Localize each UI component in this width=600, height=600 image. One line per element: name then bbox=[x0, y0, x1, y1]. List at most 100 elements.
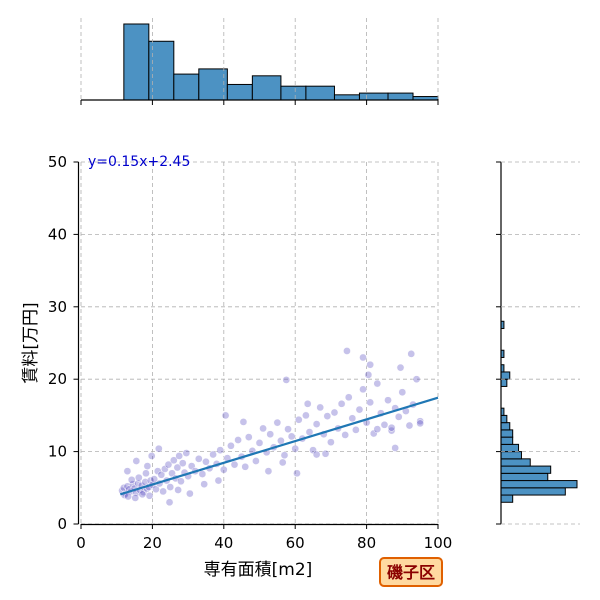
scatter-point bbox=[416, 419, 424, 428]
scatter-point bbox=[391, 444, 400, 452]
labels: 専有面積[m2] 賃料[万円] y=0.15x+2.45 磯子区 bbox=[21, 154, 443, 587]
scatter-point bbox=[330, 408, 339, 417]
scatter-point bbox=[405, 421, 414, 430]
scatter-point bbox=[278, 458, 287, 467]
scatter-point bbox=[169, 456, 178, 465]
scatter-point bbox=[202, 457, 210, 466]
right-histogram-bar bbox=[500, 414, 508, 424]
scatter-point bbox=[177, 477, 185, 486]
scatter-point bbox=[182, 449, 191, 457]
scatter-point bbox=[159, 487, 167, 496]
right-histogram-bar bbox=[500, 480, 578, 489]
scatter-point bbox=[321, 449, 330, 458]
scatter-point bbox=[230, 460, 239, 469]
scatter-point bbox=[214, 476, 223, 485]
scatter-point bbox=[316, 403, 325, 412]
ward-badge bbox=[379, 557, 443, 587]
top-histogram-bar bbox=[198, 68, 228, 101]
scatter-point bbox=[219, 465, 228, 474]
scatter-point bbox=[327, 438, 335, 447]
scatter-point bbox=[165, 498, 174, 507]
scatter-point bbox=[143, 462, 152, 470]
scatter-point bbox=[186, 489, 194, 498]
scatter-point bbox=[355, 405, 364, 414]
right-histogram-bar bbox=[500, 371, 511, 380]
scatter-point bbox=[398, 388, 407, 397]
right-histogram-bar bbox=[500, 436, 514, 445]
top-histogram-bar bbox=[123, 23, 150, 101]
scatter-point bbox=[294, 415, 303, 424]
x-tick-label: 20 bbox=[143, 534, 162, 552]
scatter-point bbox=[200, 480, 209, 489]
scatter-point bbox=[264, 467, 273, 475]
scatter-point bbox=[396, 363, 405, 372]
scatter-point bbox=[252, 457, 260, 465]
scatter-point bbox=[255, 439, 264, 447]
scatter-point bbox=[359, 385, 367, 394]
scatter-point bbox=[194, 454, 203, 463]
y-tick-label: 20 bbox=[48, 370, 67, 388]
scatter-point bbox=[387, 426, 396, 435]
x-tick-label: 0 bbox=[76, 534, 86, 552]
y-tick-label: 30 bbox=[48, 298, 67, 316]
scatter-point bbox=[343, 347, 351, 355]
scatter-point bbox=[312, 450, 321, 459]
scatter-point bbox=[373, 425, 382, 434]
scatter-point bbox=[305, 428, 314, 436]
right-histogram bbox=[496, 161, 578, 525]
scatter-point bbox=[259, 424, 267, 433]
scatter-point bbox=[284, 425, 292, 434]
scatter-point bbox=[364, 371, 373, 379]
scatter-point bbox=[227, 441, 235, 450]
scatter-point bbox=[277, 436, 285, 445]
y-axis-title: 賃料[万円] bbox=[21, 302, 41, 383]
scatter-point bbox=[174, 486, 182, 494]
y-tick-label: 50 bbox=[48, 153, 67, 171]
x-tick-label: 100 bbox=[424, 534, 453, 552]
scatter-point bbox=[384, 396, 392, 405]
top-histogram bbox=[80, 23, 439, 105]
scatter-point bbox=[312, 420, 321, 428]
right-histogram-bar bbox=[500, 443, 520, 453]
scatter-point bbox=[154, 444, 163, 453]
ward-badge-label: 磯子区 bbox=[387, 563, 435, 582]
scatter-point bbox=[150, 475, 159, 483]
scatter-point bbox=[239, 418, 248, 426]
x-tick-label: 80 bbox=[357, 534, 376, 552]
top-histogram-bar bbox=[333, 94, 360, 101]
scatter-point bbox=[198, 470, 207, 478]
scatter-point bbox=[291, 444, 300, 453]
scatter-point bbox=[416, 417, 424, 426]
scatter-point bbox=[178, 459, 187, 468]
scatter-point bbox=[164, 460, 173, 469]
scatter-point bbox=[287, 432, 296, 441]
scatter-point bbox=[124, 492, 132, 501]
scatter-point bbox=[366, 360, 375, 369]
scatter-point bbox=[266, 430, 275, 439]
right-histogram-bar bbox=[500, 472, 549, 482]
scatter-point bbox=[337, 399, 346, 408]
scatter-point bbox=[273, 418, 282, 427]
top-histogram-bar bbox=[173, 73, 200, 101]
scatter-point bbox=[412, 375, 421, 384]
top-histogram-bar bbox=[148, 40, 175, 101]
scatter-point bbox=[341, 431, 350, 439]
scatter-point bbox=[173, 463, 182, 472]
scatter-point bbox=[344, 393, 353, 402]
scatter-point bbox=[221, 411, 230, 420]
scatter-point bbox=[175, 452, 184, 460]
scatter-point bbox=[131, 494, 140, 502]
scatter-point bbox=[166, 483, 175, 491]
x-tick-label: 40 bbox=[214, 534, 233, 552]
right-histogram-bar bbox=[500, 458, 531, 467]
top-histogram-bar bbox=[305, 85, 335, 101]
scatter-point bbox=[302, 411, 310, 420]
right-histogram-bar bbox=[500, 451, 522, 460]
scatter-point bbox=[282, 376, 291, 384]
top-histogram-bar bbox=[280, 85, 307, 101]
scatter-points bbox=[118, 347, 424, 507]
y-tick-label: 10 bbox=[48, 443, 67, 461]
scatter-point bbox=[145, 491, 154, 500]
x-tick-label: 60 bbox=[286, 534, 305, 552]
scatter-point bbox=[366, 398, 375, 407]
